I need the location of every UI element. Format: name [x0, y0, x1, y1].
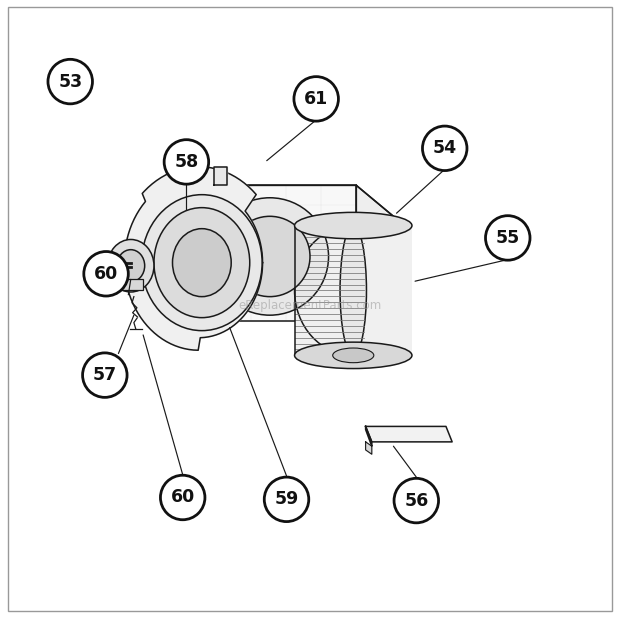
Circle shape: [485, 216, 530, 260]
Text: 59: 59: [275, 490, 299, 509]
Circle shape: [211, 198, 329, 315]
Polygon shape: [366, 426, 452, 442]
Ellipse shape: [294, 342, 412, 368]
FancyBboxPatch shape: [118, 279, 143, 290]
Ellipse shape: [154, 208, 250, 318]
Ellipse shape: [340, 226, 366, 355]
Polygon shape: [124, 167, 263, 350]
Circle shape: [264, 477, 309, 522]
Circle shape: [84, 252, 128, 296]
Ellipse shape: [117, 250, 144, 282]
Polygon shape: [366, 442, 372, 454]
Circle shape: [294, 77, 339, 121]
Polygon shape: [366, 426, 372, 446]
Polygon shape: [180, 185, 356, 321]
Circle shape: [164, 140, 209, 184]
Text: 60: 60: [94, 265, 118, 283]
Polygon shape: [215, 167, 226, 185]
Text: 58: 58: [174, 153, 198, 171]
Circle shape: [161, 475, 205, 520]
Ellipse shape: [294, 213, 412, 239]
Circle shape: [82, 353, 127, 397]
Polygon shape: [180, 185, 394, 216]
Text: eReplacementParts.com: eReplacementParts.com: [238, 299, 382, 313]
Text: 55: 55: [495, 229, 520, 247]
Polygon shape: [356, 185, 394, 349]
Circle shape: [229, 216, 310, 297]
Text: 56: 56: [404, 491, 428, 510]
Circle shape: [422, 126, 467, 171]
Text: 61: 61: [304, 90, 329, 108]
Text: 53: 53: [58, 72, 82, 91]
Ellipse shape: [108, 240, 154, 292]
Ellipse shape: [141, 195, 262, 331]
Text: 57: 57: [93, 366, 117, 384]
Circle shape: [48, 59, 92, 104]
Text: 60: 60: [170, 488, 195, 507]
Ellipse shape: [333, 348, 374, 363]
Ellipse shape: [172, 229, 231, 297]
Text: 54: 54: [433, 139, 457, 158]
FancyBboxPatch shape: [294, 226, 412, 355]
Circle shape: [394, 478, 438, 523]
